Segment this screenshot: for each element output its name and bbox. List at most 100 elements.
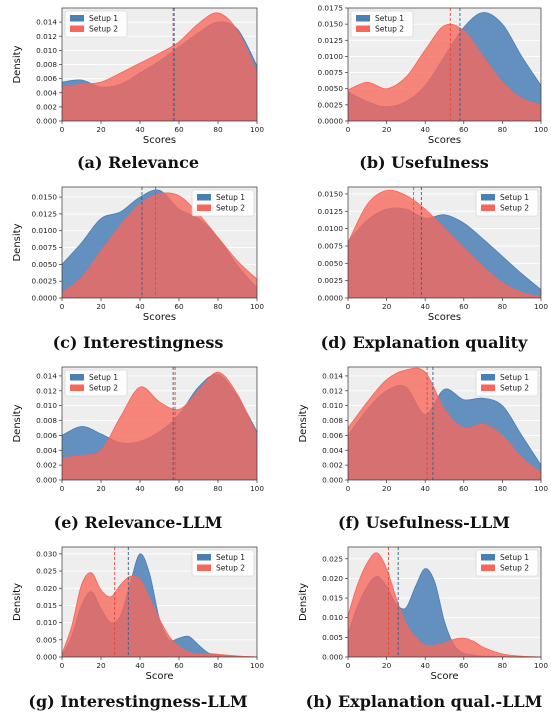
- chart-panel: 0.0000 0.0025 0.0050 0.0075 0.0100 0.0125 0.01…: [317, 186, 548, 352]
- y-tick-label: 0.025: [36, 567, 57, 576]
- y-tick-label: 0.006: [36, 431, 57, 440]
- x-axis-label: Scores: [143, 312, 176, 323]
- y-tick-label: 0.0125: [31, 209, 57, 218]
- plot-frame: [61, 366, 258, 481]
- x-tick-label: 0: [60, 484, 65, 493]
- legend-swatch-setup-1: [356, 15, 370, 22]
- legend-label-setup-2: Setup 2: [89, 25, 118, 34]
- legend: Setup 1 Setup 2: [64, 10, 128, 38]
- y-tick-label: 0.012: [36, 32, 57, 41]
- plot-frame: [347, 366, 542, 481]
- y-tick-label: 0.0150: [317, 189, 343, 198]
- legend-swatch-setup-1: [481, 194, 495, 201]
- chart-panel: 0.0000 0.0025 0.0050 0.0075 0.0100 0.0125 0.01…: [317, 4, 548, 173]
- legend-swatch-setup-1: [70, 374, 84, 381]
- legend-label-setup-1: Setup 1: [375, 14, 404, 23]
- y-tick-label: 0.0125: [317, 36, 343, 45]
- y-axis-label: Density: [298, 583, 309, 621]
- y-tick-label: 0.0025: [317, 100, 343, 109]
- legend-label-setup-1: Setup 1: [89, 373, 118, 382]
- x-tick-label: 60: [459, 125, 469, 134]
- chart-panel: 0.000 0.002 0.004 0.006 0.008 0.010 0.012 0.014…: [298, 366, 548, 532]
- y-tick-label: 0.0025: [31, 277, 57, 286]
- x-tick-label: 40: [421, 661, 431, 670]
- subfigure-caption: (c) Interestingness: [53, 333, 224, 352]
- y-tick-label: 0.0150: [31, 193, 57, 202]
- density-area-setup-2: [348, 190, 541, 298]
- x-tick-label: 0: [346, 661, 351, 670]
- density-line-setup-2: [61, 12, 258, 88]
- chart-panel: 0.0000 0.0025 0.0050 0.0075 0.0100 0.0125 0.01…: [12, 186, 264, 352]
- plot-frame: [61, 186, 258, 299]
- density-line-setup-2: [61, 192, 258, 293]
- x-tick-label: 80: [498, 302, 508, 311]
- legend-swatch-setup-2: [197, 204, 211, 211]
- density-line-setup-2: [61, 572, 258, 658]
- x-tick-label: 20: [382, 125, 392, 134]
- x-tick-label: 100: [534, 661, 548, 670]
- legend-swatch-setup-2: [70, 384, 84, 391]
- y-tick-label: 0.0000: [31, 294, 57, 303]
- x-tick-label: 20: [96, 125, 106, 134]
- x-tick-label: 80: [213, 125, 223, 134]
- x-tick-label: 60: [459, 302, 469, 311]
- x-tick-label: 100: [534, 302, 548, 311]
- y-tick-label: 0.0075: [317, 241, 343, 250]
- y-tick-label: 0.0125: [317, 207, 343, 216]
- y-tick-label: 0.010: [36, 401, 57, 410]
- x-tick-label: 20: [382, 661, 392, 670]
- legend: Setup 1 Setup 2: [64, 369, 128, 397]
- chart-panel: 0.000 0.002 0.004 0.006 0.008 0.010 0.012 0.014…: [12, 7, 264, 172]
- subfigure-caption: (a) Relevance: [77, 153, 199, 172]
- y-tick-label: 0.0075: [317, 68, 343, 77]
- y-tick-label: 0.005: [36, 635, 57, 644]
- x-tick-label: 100: [250, 484, 264, 493]
- x-tick-label: 0: [346, 484, 351, 493]
- x-tick-label: 60: [459, 484, 469, 493]
- x-axis-label: Scores: [428, 135, 461, 146]
- x-axis-label: Scores: [428, 312, 461, 323]
- x-tick-label: 40: [135, 484, 145, 493]
- y-tick-label: 0.000: [36, 653, 57, 662]
- y-tick-label: 0.010: [36, 46, 57, 55]
- legend-label-setup-2: Setup 2: [375, 25, 404, 34]
- x-tick-label: 100: [250, 125, 264, 134]
- x-tick-label: 60: [174, 302, 184, 311]
- y-tick-label: 0.000: [36, 476, 57, 485]
- y-tick-label: 0.0100: [31, 226, 57, 235]
- plot-frame: [347, 7, 542, 122]
- plot-frame: [347, 186, 542, 299]
- y-tick-label: 0.000: [36, 117, 57, 126]
- y-tick-label: 0.014: [322, 371, 343, 380]
- x-tick-label: 60: [174, 125, 184, 134]
- x-tick-label: 0: [60, 302, 65, 311]
- plot-frame: [347, 546, 542, 658]
- subfigure-caption: (h) Explanation qual.-LLM: [306, 692, 543, 711]
- x-tick-label: 40: [421, 302, 431, 311]
- y-tick-label: 0.000: [322, 653, 343, 662]
- x-tick-label: 80: [213, 661, 223, 670]
- density-area-setup-2: [348, 24, 541, 121]
- subfigure-caption: (b) Usefulness: [359, 153, 488, 172]
- y-tick-label: 0.0025: [317, 276, 343, 285]
- x-tick-label: 40: [135, 661, 145, 670]
- y-tick-label: 0.025: [322, 554, 343, 563]
- density-area-setup-2: [348, 368, 541, 480]
- x-tick-label: 60: [174, 484, 184, 493]
- legend-swatch-setup-2: [70, 25, 84, 32]
- legend-swatch-setup-1: [197, 194, 211, 201]
- y-tick-label: 0.000: [322, 476, 343, 485]
- density-area-setup-2: [62, 192, 257, 298]
- x-tick-label: 40: [135, 125, 145, 134]
- y-tick-label: 0.010: [322, 613, 343, 622]
- y-tick-label: 0.008: [322, 416, 343, 425]
- x-tick-label: 80: [213, 302, 223, 311]
- legend-swatch-setup-1: [481, 374, 495, 381]
- x-tick-label: 80: [498, 484, 508, 493]
- legend-swatch-setup-2: [481, 384, 495, 391]
- y-tick-label: 0.004: [36, 88, 57, 97]
- legend: Setup 1 Setup 2: [475, 369, 539, 397]
- legend: Setup 1 Setup 2: [475, 549, 539, 577]
- y-tick-label: 0.015: [36, 601, 57, 610]
